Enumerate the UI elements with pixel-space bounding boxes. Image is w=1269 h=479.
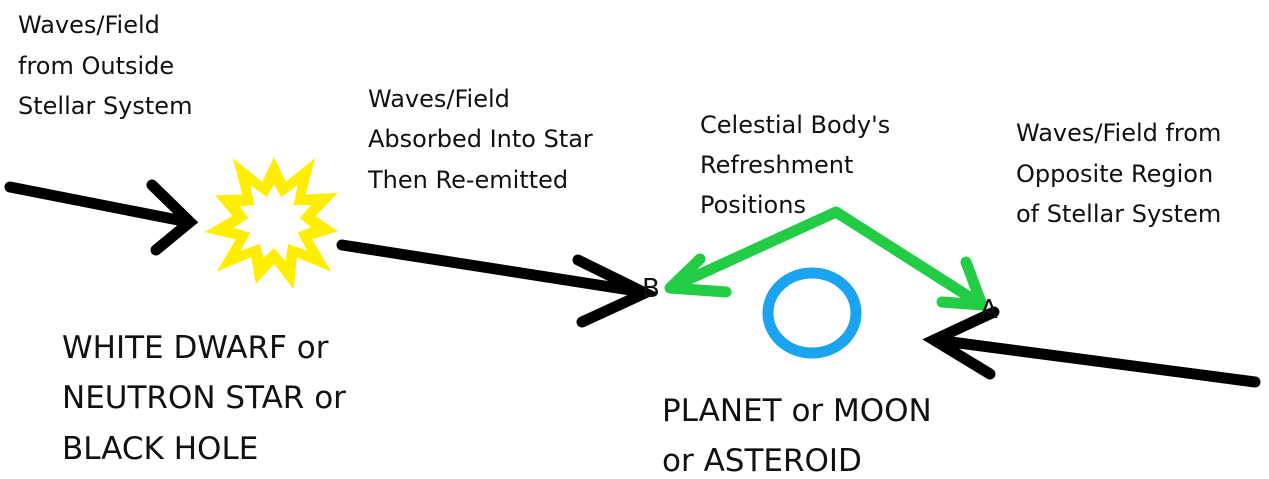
planet bbox=[768, 273, 856, 353]
refresh-arrows bbox=[670, 212, 982, 305]
point-a: A bbox=[980, 295, 998, 325]
reemitted-arrow bbox=[342, 245, 645, 322]
diagram: Waves/Fieldfrom OutsideStellar System Wa… bbox=[0, 0, 1269, 479]
point-b: B bbox=[642, 274, 660, 304]
incoming-arrow bbox=[10, 185, 190, 250]
